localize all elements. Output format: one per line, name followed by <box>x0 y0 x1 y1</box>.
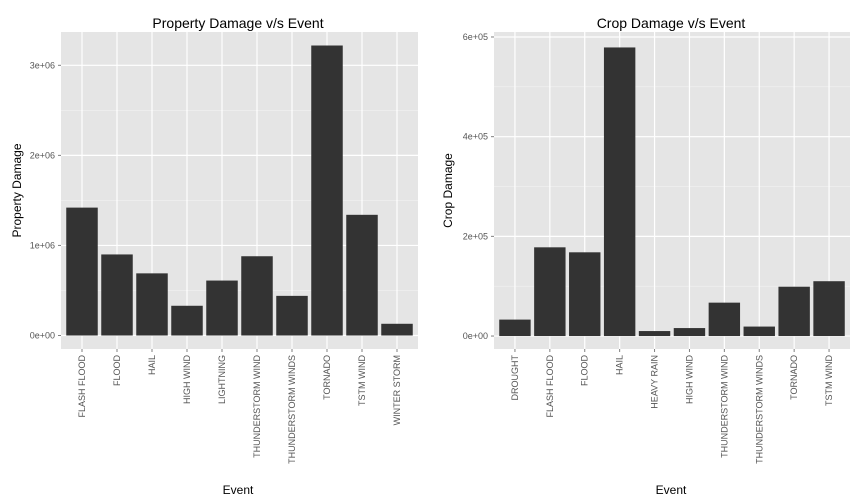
property-chart-title: Property Damage v/s Event <box>152 15 323 31</box>
crop-y-tick-label: 6e+05 <box>463 32 488 42</box>
crop-bar <box>499 319 531 337</box>
property-y-axis-title: Property Damage <box>10 143 24 237</box>
property-x-tick-label: HAIL <box>147 355 157 375</box>
crop-bar <box>708 302 741 337</box>
crop-bar <box>778 286 810 337</box>
property-bar <box>241 256 273 336</box>
property-bar <box>136 273 168 336</box>
crop-x-tick-label: THUNDERSTORM WIND <box>719 355 729 458</box>
property-x-tick-label: WINTER STORM <box>392 355 402 425</box>
property-x-tick-label: HIGH WIND <box>182 355 192 404</box>
crop-x-tick-label: TSTM WIND <box>824 355 834 406</box>
property-y-tick-label: 0e+00 <box>30 330 55 340</box>
property-x-axis-title: Event <box>223 483 254 497</box>
crop-y-tick-label: 4e+05 <box>463 132 488 142</box>
property-x-tick-label: TSTM WIND <box>357 355 367 406</box>
crop-chart-title: Crop Damage v/s Event <box>597 15 746 31</box>
property-bar <box>311 45 343 336</box>
property-bar <box>66 207 98 336</box>
crop-y-tick-label: 0e+00 <box>463 331 488 341</box>
property-damage-chart: 0e+00 1e+06 2e+06 3e+06 FLASH FLOOD FLOOD HAI… <box>10 15 418 497</box>
crop-bars <box>499 47 845 337</box>
crop-x-tick-label: FLOOD <box>580 355 590 387</box>
crop-x-tick-label: HEAVY RAIN <box>650 355 660 409</box>
crop-x-tick-label: HAIL <box>615 355 625 375</box>
property-x-tick-label: FLASH FLOOD <box>77 355 87 418</box>
crop-bar <box>673 328 706 337</box>
property-y-tick-label: 3e+06 <box>30 60 55 70</box>
property-x-tick-label: FLOOD <box>112 355 122 387</box>
crop-x-tick-label: HIGH WIND <box>684 355 694 404</box>
crop-bar <box>813 281 845 337</box>
crop-bar <box>603 47 636 337</box>
property-y-tick-labels: 0e+00 1e+06 2e+06 3e+06 <box>30 60 61 340</box>
crop-x-tick-label: THUNDERSTORM WINDS <box>754 355 764 464</box>
property-y-tick-label: 2e+06 <box>30 150 55 160</box>
crop-bar <box>743 326 775 337</box>
crop-x-tick-label: FLASH FLOOD <box>545 355 555 418</box>
crop-y-tick-labels: 0e+00 2e+05 4e+05 6e+05 <box>463 32 494 341</box>
crop-damage-chart: 0e+00 2e+05 4e+05 6e+05 DROUGHT FLASH FLOOD F… <box>441 15 850 497</box>
crop-bar <box>569 252 601 337</box>
property-bar <box>101 254 133 336</box>
crop-y-tick-label: 2e+05 <box>463 231 488 241</box>
property-bar <box>171 305 203 336</box>
crop-bar <box>534 247 566 337</box>
property-bar <box>276 295 308 336</box>
crop-bar <box>638 331 671 337</box>
property-bar <box>346 214 378 336</box>
property-x-tick-label: THUNDERSTORM WIND <box>252 355 262 458</box>
crop-x-tick-labels: DROUGHT FLASH FLOOD FLOOD HAIL HEAVY RAIN HIG… <box>510 349 834 464</box>
property-bar <box>206 280 238 336</box>
crop-y-axis-title: Crop Damage <box>441 153 455 228</box>
crop-x-axis-title: Event <box>656 483 687 497</box>
property-bars <box>66 45 413 336</box>
crop-x-tick-label: TORNADO <box>789 355 799 400</box>
property-x-tick-label: THUNDERSTORM WINDS <box>287 355 297 464</box>
property-x-tick-label: LIGHTNING <box>217 355 227 404</box>
property-x-tick-labels: FLASH FLOOD FLOOD HAIL HIGH WIND LIGHTNING TH… <box>77 349 402 464</box>
crop-x-tick-label: DROUGHT <box>510 355 520 401</box>
property-y-tick-label: 1e+06 <box>30 240 55 250</box>
property-bar <box>381 323 413 336</box>
property-x-tick-label: TORNADO <box>322 355 332 400</box>
